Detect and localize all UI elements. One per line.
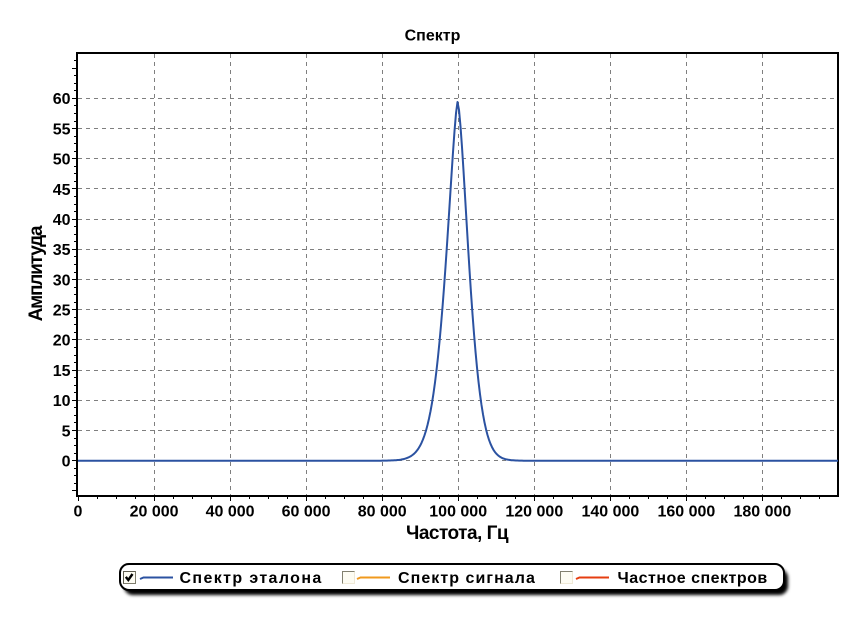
svg-text:15: 15 [53, 363, 71, 380]
svg-text:Частное спектров: Частное спектров [618, 570, 768, 587]
svg-text:10: 10 [53, 393, 71, 410]
svg-text:Спектр: Спектр [405, 28, 461, 45]
svg-text:180 000: 180 000 [733, 504, 791, 521]
svg-text:50: 50 [53, 152, 71, 169]
svg-text:Спектр сигнала: Спектр сигнала [398, 570, 536, 587]
svg-text:20: 20 [53, 333, 71, 350]
svg-text:Амплитуда: Амплитуда [26, 225, 47, 321]
svg-text:45: 45 [53, 182, 71, 199]
svg-text:160 000: 160 000 [657, 504, 715, 521]
svg-text:20 000: 20 000 [130, 504, 179, 521]
svg-text:40 000: 40 000 [206, 504, 255, 521]
svg-text:25: 25 [53, 303, 71, 320]
svg-text:120 000: 120 000 [505, 504, 563, 521]
svg-text:40: 40 [53, 212, 71, 229]
svg-text:Частота, Гц: Частота, Гц [406, 523, 509, 544]
svg-text:80 000: 80 000 [358, 504, 407, 521]
svg-text:100 000: 100 000 [429, 504, 487, 521]
svg-text:140 000: 140 000 [581, 504, 639, 521]
svg-text:60 000: 60 000 [282, 504, 331, 521]
svg-text:Спектр эталона: Спектр эталона [180, 570, 323, 587]
svg-text:30: 30 [53, 272, 71, 289]
svg-text:60: 60 [53, 91, 71, 108]
svg-text:5: 5 [62, 423, 71, 440]
svg-text:35: 35 [53, 242, 71, 259]
svg-text:0: 0 [62, 454, 71, 471]
svg-text:55: 55 [53, 121, 71, 138]
svg-text:0: 0 [74, 504, 83, 521]
